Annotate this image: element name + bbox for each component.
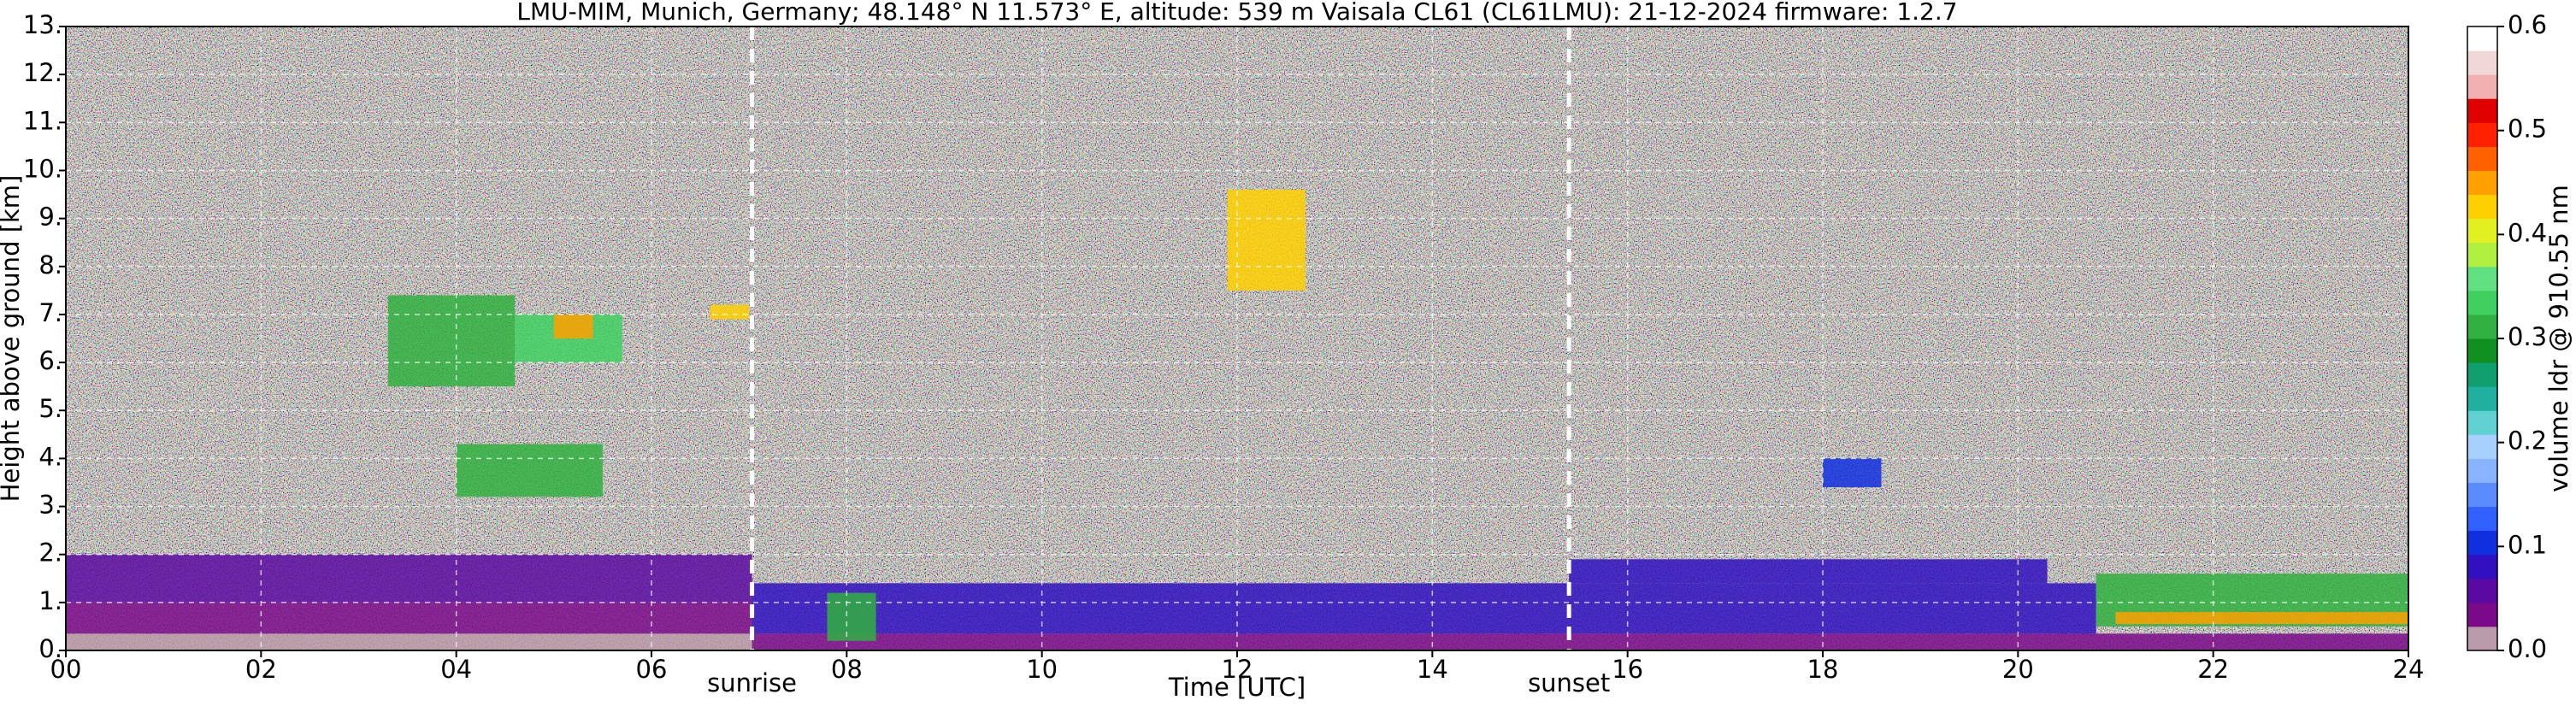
- x-tick-label: 04: [440, 655, 472, 684]
- colorbar-tick-label: 0.2: [2508, 427, 2547, 456]
- y-tick-label: 13.: [23, 10, 62, 39]
- colorbar-segment: [2467, 122, 2497, 147]
- x-tick-label: 16: [1612, 655, 1643, 684]
- colorbar-segment: [2467, 386, 2497, 411]
- colorbar-segment: [2467, 26, 2497, 51]
- colorbar-segment: [2467, 410, 2497, 435]
- colorbar-segment: [2467, 194, 2497, 220]
- x-tick-label: 10: [1026, 655, 1058, 684]
- x-tick-label: 12: [1222, 655, 1253, 684]
- y-tick-label: 4.: [38, 442, 62, 471]
- ldr-region: [553, 314, 593, 338]
- ldr-region: [752, 633, 2408, 650]
- plot-frame: [65, 26, 2409, 651]
- colorbar-segment: [2467, 50, 2497, 75]
- ldr-region: [66, 633, 752, 650]
- x-tick-label: 24: [2393, 655, 2425, 684]
- colorbar-segment: [2467, 362, 2497, 387]
- y-tick-label: 12.: [23, 58, 62, 87]
- ldr-region: [1227, 189, 1306, 291]
- ldr-region: [66, 554, 752, 603]
- ldr-region: [710, 304, 750, 320]
- ldr-region: [1569, 559, 2048, 584]
- colorbar-segment: [2467, 602, 2497, 627]
- x-tick-label: 18: [1807, 655, 1839, 684]
- y-tick-label: 2.: [38, 538, 62, 568]
- colorbar-label: volume ldr @ 910.55 nm: [2544, 185, 2573, 492]
- colorbar-tick-label: 0.3: [2508, 322, 2547, 351]
- ldr-region: [456, 444, 603, 497]
- colorbar-segment: [2467, 290, 2497, 315]
- colorbar-tick-label: 0.4: [2508, 218, 2547, 247]
- x-tick-label: 00: [50, 655, 82, 684]
- y-tick-label: 11.: [23, 106, 62, 135]
- colorbar-segment: [2467, 98, 2497, 123]
- ldr-region: [827, 592, 876, 641]
- ldr-region: [387, 295, 516, 387]
- ldr-region: [752, 583, 2096, 634]
- colorbar-segment: [2467, 458, 2497, 483]
- ldr-region: [2115, 612, 2408, 625]
- colorbar-segment: [2467, 530, 2497, 556]
- x-tick-label: 20: [2002, 655, 2034, 684]
- colorbar-tick-label: 0.5: [2508, 115, 2547, 144]
- colorbar-tick-label: 0.1: [2508, 530, 2547, 559]
- colorbar-tick-label: 0.6: [2508, 10, 2547, 39]
- ldr-region: [1823, 458, 1882, 488]
- colorbar-segment: [2467, 266, 2497, 291]
- y-tick-label: 1.: [38, 586, 62, 615]
- colorbar-segment: [2467, 338, 2497, 363]
- y-tick-label: 6.: [38, 346, 62, 375]
- colorbar-segment: [2467, 74, 2497, 99]
- annotation-label: sunrise: [707, 668, 797, 697]
- colorbar-segment: [2467, 578, 2497, 603]
- annotation-label: sunset: [1528, 668, 1610, 697]
- chart-title: LMU-MIM, Munich, Germany; 48.148° N 11.5…: [516, 0, 1957, 26]
- colorbar-segment: [2467, 218, 2497, 244]
- colorbar-segment: [2467, 554, 2497, 580]
- colorbar-segment: [2467, 434, 2497, 459]
- y-tick-label: 5.: [38, 394, 62, 423]
- x-tick-label: 08: [831, 655, 863, 684]
- colorbar-segment: [2467, 146, 2497, 171]
- x-tick-label: 06: [636, 655, 668, 684]
- x-tick-label: 14: [1417, 655, 1448, 684]
- y-axis-label: Height above ground [km]: [0, 175, 25, 503]
- y-tick-label: 9.: [38, 203, 62, 232]
- colorbar-segment: [2467, 626, 2497, 651]
- x-axis-label: Time [UTC]: [1168, 673, 1306, 702]
- y-tick-label: 3.: [38, 491, 62, 520]
- colorbar-segment: [2467, 314, 2497, 339]
- y-tick-label: 8.: [38, 250, 62, 279]
- colorbar-segment: [2467, 506, 2497, 532]
- colorbar-segment: [2467, 170, 2497, 196]
- x-tick-label: 02: [245, 655, 277, 684]
- colorbar-segment: [2467, 482, 2497, 508]
- colorbar-segment: [2467, 242, 2497, 268]
- y-tick-label: 7.: [38, 298, 62, 327]
- ldr-region: [66, 602, 752, 634]
- y-tick-label: 0.: [38, 634, 62, 663]
- colorbar-tick-label: 0.0: [2508, 634, 2547, 663]
- x-tick-label: 22: [2197, 655, 2229, 684]
- y-tick-label: 10.: [23, 154, 62, 183]
